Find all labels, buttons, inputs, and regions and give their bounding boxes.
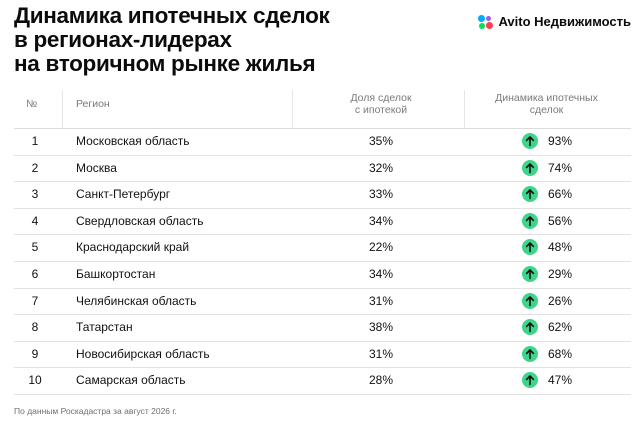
- table-row: 8 Татарстан 38% 62%: [14, 315, 631, 342]
- row-share: 38%: [368, 320, 394, 335]
- row-region: Самарская область: [76, 373, 186, 388]
- row-dynamics: 29%: [548, 266, 573, 281]
- row-region: Москва: [76, 160, 117, 175]
- arrow-up-icon: [522, 265, 538, 282]
- row-region: Татарстан: [76, 320, 133, 335]
- row-region: Новосибирская область: [76, 346, 210, 361]
- row-share: 22%: [368, 240, 394, 255]
- row-number: 7: [31, 293, 39, 308]
- page-title: Динамика ипотечных сделок в регионах-лид…: [14, 4, 434, 76]
- brand-label: Avito Недвижимость: [498, 14, 632, 29]
- row-share: 32%: [368, 160, 394, 175]
- title-line-1: Динамика ипотечных сделок: [14, 3, 330, 28]
- table-row: 5 Краснодарский край 22% 48%: [14, 235, 631, 262]
- row-dynamics: 93%: [548, 134, 573, 148]
- arrow-up-icon: [522, 186, 538, 203]
- arrow-up-icon: [522, 292, 538, 309]
- arrow-up-icon: [522, 133, 538, 149]
- avito-dots-logo-icon: [477, 14, 494, 29]
- row-number: 10: [28, 373, 42, 388]
- row-dynamics: 48%: [548, 240, 573, 255]
- row-region: Башкортостан: [76, 266, 156, 281]
- table-row: 7 Челябинская область 31% 26%: [14, 289, 631, 316]
- row-region: Санкт-Петербург: [76, 187, 171, 202]
- row-dynamics: 47%: [548, 373, 573, 388]
- row-region: Челябинская область: [76, 293, 197, 308]
- arrow-up-icon: [522, 159, 538, 176]
- row-dynamics: 62%: [548, 320, 573, 335]
- row-share: 34%: [368, 266, 394, 281]
- table-row: 2 Москва 32% 74%: [14, 156, 631, 183]
- arrow-up-icon: [522, 372, 538, 389]
- arrow-up-icon: [522, 212, 538, 229]
- row-number: 3: [31, 187, 39, 202]
- table-row: 9 Новосибирская область 31% 68%: [14, 342, 631, 369]
- row-dynamics: 74%: [548, 160, 573, 175]
- row-share: 31%: [368, 293, 394, 308]
- table-row: 6 Башкортостан 34% 29%: [14, 262, 631, 289]
- source-footnote: По данным Роскадастра за август 2026 г.: [14, 406, 177, 416]
- table-body: 1 Московская область 35% 93% 2 Москва 32% 74% 3 С…: [14, 129, 631, 395]
- row-share: 35%: [368, 134, 394, 148]
- row-dynamics: 66%: [548, 187, 573, 202]
- row-number: 4: [31, 213, 39, 228]
- row-share: 31%: [368, 346, 394, 361]
- row-region: Краснодарский край: [76, 240, 190, 255]
- arrow-up-icon: [522, 239, 538, 256]
- table-row: 10 Самарская область 28% 47%: [14, 368, 631, 395]
- table-row: 1 Московская область 35% 93%: [14, 129, 631, 156]
- table-row: 3 Санкт-Петербург 33% 66%: [14, 182, 631, 209]
- row-region: Свердловская область: [76, 213, 204, 228]
- header-share: Доля сделок с ипотекой: [350, 92, 412, 116]
- row-number: 8: [31, 320, 39, 335]
- row-dynamics: 26%: [548, 293, 573, 308]
- row-number: 2: [31, 160, 39, 175]
- table-row: 4 Свердловская область 34% 56%: [14, 209, 631, 236]
- row-number: 1: [31, 134, 39, 148]
- brand-logo: Avito Недвижимость: [477, 14, 632, 29]
- row-number: 9: [31, 346, 39, 361]
- title-line-2: в регионах-лидерах: [14, 27, 232, 52]
- header-num: №: [26, 98, 38, 110]
- row-number: 6: [31, 266, 39, 281]
- row-share: 33%: [368, 187, 394, 202]
- arrow-up-icon: [522, 345, 538, 362]
- row-dynamics: 56%: [548, 213, 573, 228]
- row-region: Московская область: [76, 134, 190, 148]
- row-share: 34%: [368, 213, 394, 228]
- row-number: 5: [31, 240, 39, 255]
- arrow-up-icon: [522, 319, 538, 336]
- row-share: 28%: [368, 373, 394, 388]
- row-dynamics: 68%: [548, 346, 573, 361]
- title-line-3: на вторичном рынке жилья: [14, 51, 316, 76]
- table-header: № Регион Доля сделок с ипотекой Динамика…: [14, 90, 631, 129]
- regions-table: № Регион Доля сделок с ипотекой Динамика…: [14, 90, 631, 395]
- header-region: Регион: [76, 98, 110, 110]
- header-dynamics: Динамика ипотечных сделок: [495, 92, 598, 116]
